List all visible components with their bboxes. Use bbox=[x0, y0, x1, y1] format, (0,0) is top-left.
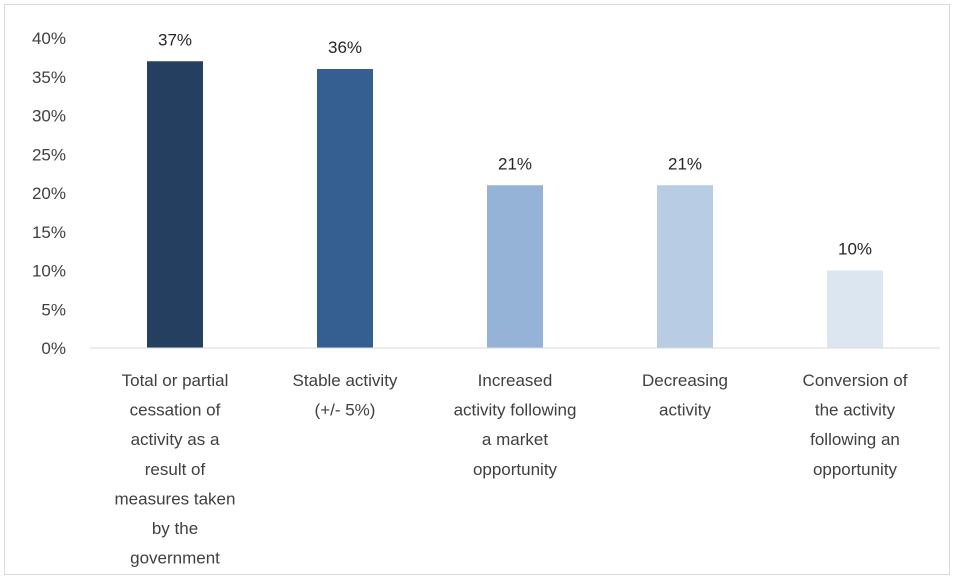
x-tick-label-line: Stable activity bbox=[293, 371, 398, 390]
y-tick-label: 25% bbox=[32, 145, 66, 164]
y-tick-label: 5% bbox=[41, 300, 66, 319]
y-tick-label: 15% bbox=[32, 223, 66, 242]
bar bbox=[317, 69, 373, 348]
bar bbox=[657, 185, 713, 348]
bar bbox=[147, 61, 203, 348]
y-tick-label: 10% bbox=[32, 262, 66, 281]
x-tick-label-line: Conversion of bbox=[803, 371, 908, 390]
data-label: 36% bbox=[328, 38, 362, 57]
x-tick-label-line: opportunity bbox=[473, 460, 558, 479]
y-tick-label: 0% bbox=[41, 339, 66, 358]
x-tick-label-line: Increased bbox=[478, 371, 553, 390]
x-tick-label-line: result of bbox=[145, 460, 206, 479]
x-tick-label-line: the activity bbox=[815, 401, 896, 420]
x-tick-label-line: activity following bbox=[454, 401, 577, 420]
x-tick-label-line: Total or partial bbox=[122, 371, 229, 390]
bar bbox=[827, 270, 883, 348]
x-tick-label-line: activity bbox=[659, 401, 711, 420]
x-tick-label: Increased activity following a market oppor… bbox=[454, 371, 577, 479]
x-tick-label-line: government bbox=[130, 549, 220, 568]
x-tick-label-line: (+/- 5%) bbox=[315, 401, 376, 420]
x-tick-label-line: Decreasing bbox=[642, 371, 728, 390]
bar bbox=[487, 185, 543, 348]
x-tick-label-line: measures taken bbox=[115, 489, 236, 508]
x-tick-label-line: by the bbox=[152, 519, 198, 538]
y-tick-label: 30% bbox=[32, 107, 66, 126]
data-label: 21% bbox=[668, 154, 702, 173]
x-tick-label: Stable activity (+/- 5%) bbox=[293, 371, 398, 420]
data-label: 21% bbox=[498, 154, 532, 173]
x-tick-label: Conversion of the activity following an opp… bbox=[803, 371, 908, 479]
x-tick-label-line: opportunity bbox=[813, 460, 898, 479]
x-tick-label: Decreasing activity bbox=[642, 371, 728, 420]
x-tick-label-line: cessation of bbox=[130, 401, 221, 420]
x-tick-label-line: activity as a bbox=[131, 430, 220, 449]
y-tick-label: 40% bbox=[32, 29, 66, 48]
x-tick-label-line: a market bbox=[482, 430, 548, 449]
x-tick-label-line: following an bbox=[810, 430, 900, 449]
y-tick-label: 35% bbox=[32, 68, 66, 87]
x-tick-label: Total or partial cessation of activity as … bbox=[115, 371, 236, 568]
data-label: 37% bbox=[158, 30, 192, 49]
y-tick-label: 20% bbox=[32, 184, 66, 203]
data-label: 10% bbox=[838, 240, 872, 259]
